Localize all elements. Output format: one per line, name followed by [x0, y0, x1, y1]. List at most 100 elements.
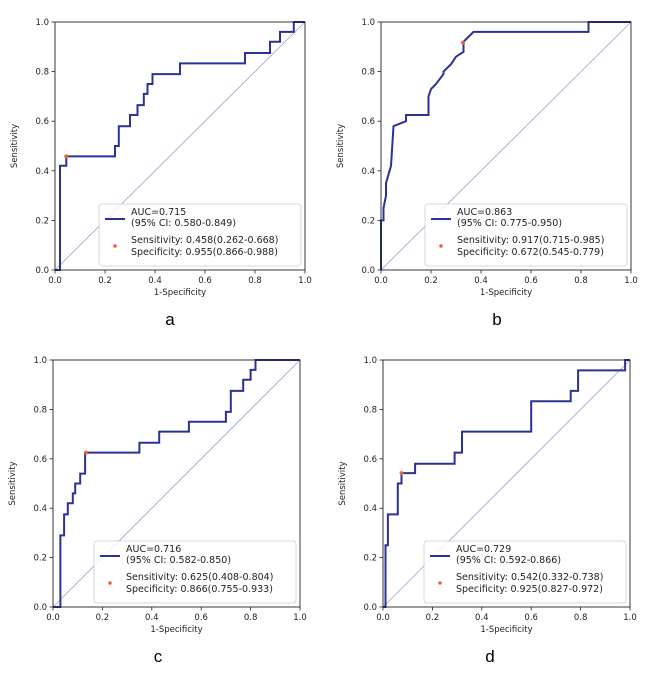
roc-panel-c: 0.00.0 0.2 0.2 0.4 0.4 0.6 0.6 0.8 0.8 1.0 1.0 1-Sp… [8, 356, 307, 666]
panel-label: b [492, 310, 501, 329]
roc-panel-b: 0.00.0 0.2 0.2 0.4 0.4 0.6 0.6 0.8 0.8 1.0 1.0 1-Sp… [336, 18, 638, 329]
cutoff-point [64, 154, 69, 159]
x-tick-label: 0.2 [424, 276, 438, 286]
y-axis-title: Sensitivity [8, 461, 18, 505]
roc-panel-a: 0.00.0 0.2 0.2 0.4 0.4 0.6 0.6 0.8 0.8 1.0 1.0 1-Sp… [10, 18, 312, 329]
legend-auc-text: AUC=0.863 [457, 207, 512, 218]
x-tick-label: 0.4 [148, 276, 162, 286]
legend-auc-text: (95% CI: 0.580-0.849) [131, 218, 236, 229]
y-tick-label: 0.4 [361, 167, 375, 177]
y-tick-label: 1.0 [363, 356, 377, 366]
x-tick-label: 0.6 [194, 613, 208, 623]
y-tick-label: 0.8 [35, 68, 49, 78]
y-tick-label: 0.8 [33, 405, 47, 415]
x-tick-label: 0.8 [574, 276, 588, 286]
x-tick-label: 0.6 [524, 613, 538, 623]
panel-label: d [485, 647, 494, 666]
legend-auc-text: AUC=0.716 [126, 544, 181, 555]
cutoff-point [461, 40, 465, 45]
legend-cutoff-text: Sensitivity: 0.625(0.408-0.804) [126, 572, 273, 583]
x-tick-label: 0.6 [198, 276, 212, 286]
y-axis-title: Sensitivity [338, 461, 348, 505]
x-axis-title: 1-Specificity [154, 288, 206, 298]
x-tick-label: 0.0 [376, 613, 390, 623]
x-axis-title: 1-Specificity [480, 625, 532, 635]
y-tick-label: 0.6 [363, 455, 377, 465]
y-tick-label: 0.8 [361, 68, 375, 78]
x-axis-title: 1-Specificity [150, 625, 202, 635]
axes-frame [380, 21, 632, 271]
y-tick-label: 0.4 [363, 504, 377, 514]
x-tick-label: 0.6 [524, 276, 538, 286]
axes-frame [52, 359, 301, 608]
legend-box [423, 540, 627, 604]
y-tick-label: 0.6 [361, 117, 375, 127]
legend-box [93, 540, 297, 604]
y-tick-label: 0.2 [33, 554, 47, 564]
x-tick-label: 0.2 [426, 613, 440, 623]
axes-frame [382, 359, 631, 608]
roc-panel-d: 0.00.0 0.2 0.2 0.4 0.4 0.6 0.6 0.8 0.8 1.0 1.0 1-Sp… [338, 356, 637, 666]
x-tick-label: 1.0 [623, 613, 637, 623]
y-tick-label: 0.4 [33, 504, 47, 514]
legend-cutoff-text: Specificity: 0.925(0.827-0.972) [456, 584, 603, 595]
y-tick-label: 0.0 [35, 266, 49, 276]
y-axis-title: Sensitivity [10, 124, 20, 168]
x-tick-label: 0.2 [98, 276, 112, 286]
x-tick-label: 0.4 [474, 276, 488, 286]
roc-curve [53, 359, 300, 608]
legend-point-handle [439, 244, 443, 248]
x-tick-label: 0.4 [145, 613, 159, 623]
x-tick-label: 0.8 [574, 613, 588, 623]
y-tick-label: 0.2 [363, 554, 377, 564]
x-axis-title: 1-Specificity [480, 288, 532, 298]
legend-cutoff-text: Sensitivity: 0.542(0.332-0.738) [456, 572, 603, 583]
legend-auc-text: (95% CI: 0.582-0.850) [126, 555, 231, 566]
panel-label: c [154, 647, 163, 666]
legend-point-handle [438, 581, 442, 585]
legend-cutoff-text: Specificity: 0.866(0.755-0.933) [126, 584, 273, 595]
x-tick-label: 0.2 [96, 613, 110, 623]
legend-point-handle [113, 244, 117, 248]
cutoff-point [84, 450, 89, 455]
axes-frame [54, 21, 306, 271]
cutoff-point [399, 471, 404, 476]
x-tick-label: 0.8 [248, 276, 262, 286]
legend-auc-text: (95% CI: 0.775-0.950) [457, 218, 562, 229]
x-tick-label: 0.8 [244, 613, 258, 623]
y-axis-title: Sensitivity [336, 124, 346, 168]
diagonal-reference-line [380, 21, 632, 271]
legend-cutoff-text: Specificity: 0.672(0.545-0.779) [457, 247, 604, 258]
roc-curve [383, 359, 630, 608]
roc-curve [380, 21, 631, 270]
x-tick-label: 1.0 [624, 276, 638, 286]
x-tick-label: 1.0 [293, 613, 307, 623]
y-tick-label: 1.0 [33, 356, 47, 366]
x-tick-label: 0.0 [46, 613, 60, 623]
legend-box [424, 203, 628, 267]
legend-cutoff-text: Sensitivity: 0.917(0.715-0.985) [457, 235, 604, 246]
x-tick-label: 1.0 [298, 276, 312, 286]
diagonal-reference-line [54, 21, 306, 271]
y-tick-label: 0.4 [35, 167, 49, 177]
y-tick-label: 0.2 [35, 216, 49, 226]
y-tick-label: 0.8 [363, 405, 377, 415]
legend-point-handle [108, 581, 112, 585]
y-tick-label: 0.0 [33, 603, 47, 613]
y-tick-label: 0.6 [33, 455, 47, 465]
legend-box [98, 203, 302, 267]
y-tick-label: 0.2 [361, 216, 375, 226]
legend-cutoff-text: Specificity: 0.955(0.866-0.988) [131, 247, 278, 258]
legend-auc-text: AUC=0.729 [456, 544, 511, 555]
y-tick-label: 1.0 [361, 18, 375, 28]
legend-cutoff-text: Sensitivity: 0.458(0.262-0.668) [131, 235, 278, 246]
y-tick-label: 0.0 [361, 266, 375, 276]
y-tick-label: 1.0 [35, 18, 49, 28]
x-tick-label: 0.0 [374, 276, 388, 286]
y-tick-label: 0.6 [35, 117, 49, 127]
x-tick-label: 0.0 [48, 276, 62, 286]
legend-auc-text: (95% CI: 0.592-0.866) [456, 555, 561, 566]
x-tick-label: 0.4 [475, 613, 489, 623]
roc-curve [55, 21, 305, 271]
